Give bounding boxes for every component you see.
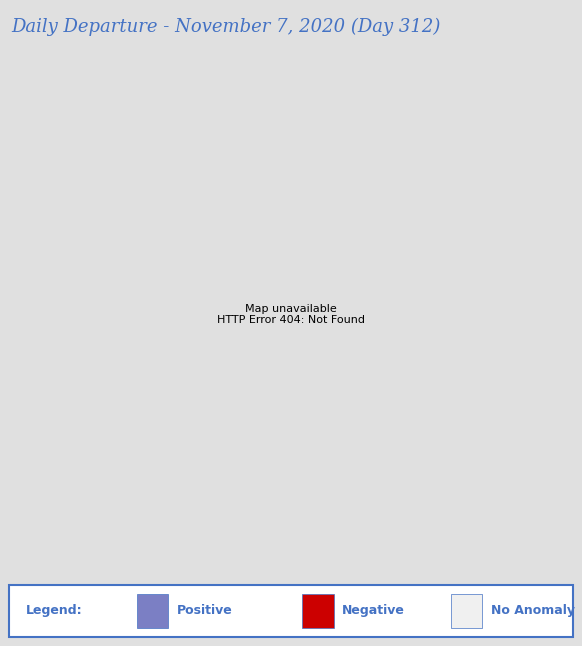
Bar: [303, 594, 334, 628]
Bar: [137, 594, 168, 628]
FancyBboxPatch shape: [9, 585, 573, 637]
Text: No Anomaly: No Anomaly: [491, 605, 574, 618]
Text: Map unavailable
HTTP Error 404: Not Found: Map unavailable HTTP Error 404: Not Foun…: [217, 304, 365, 325]
Text: Legend:: Legend:: [26, 605, 83, 618]
Text: Negative: Negative: [342, 605, 405, 618]
Text: Positive: Positive: [177, 605, 233, 618]
Bar: [450, 594, 482, 628]
Text: Daily Departure - November 7, 2020 (Day 312): Daily Departure - November 7, 2020 (Day …: [12, 17, 441, 36]
